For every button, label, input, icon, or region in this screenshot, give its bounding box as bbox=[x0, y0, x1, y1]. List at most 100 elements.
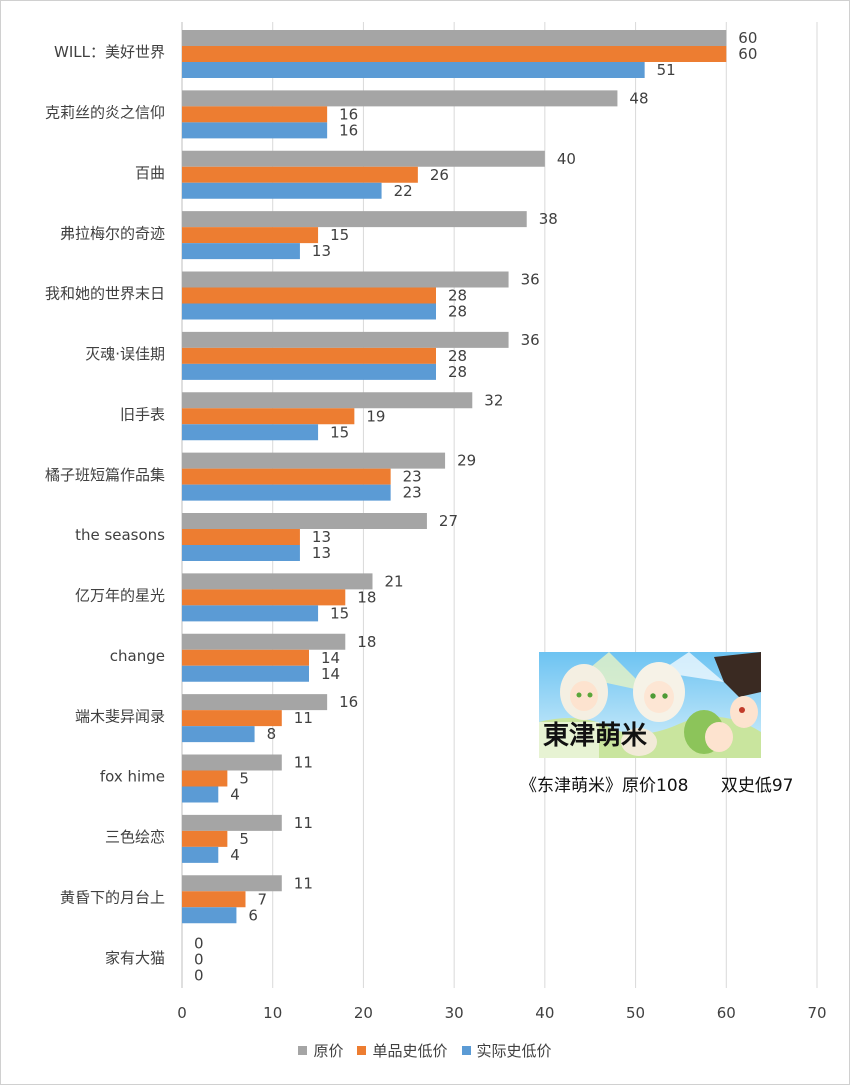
data-label: 8 bbox=[267, 725, 277, 743]
data-label: 4 bbox=[230, 786, 240, 804]
data-label: 15 bbox=[330, 226, 349, 244]
data-label: 21 bbox=[385, 572, 404, 590]
bar bbox=[182, 633, 346, 650]
data-label: 36 bbox=[521, 331, 540, 349]
bar bbox=[182, 392, 473, 409]
category-label: fox hime bbox=[100, 768, 165, 786]
bar bbox=[182, 227, 319, 244]
x-tick-label: 70 bbox=[807, 1004, 826, 1022]
bar bbox=[182, 589, 346, 606]
data-label: 26 bbox=[430, 166, 449, 184]
bar bbox=[182, 484, 391, 501]
x-tick-label: 10 bbox=[263, 1004, 282, 1022]
bar bbox=[182, 182, 382, 199]
category-label: 旧手表 bbox=[120, 405, 165, 423]
bar bbox=[182, 363, 436, 380]
category-label: 灭魂·误佳期 bbox=[85, 345, 165, 363]
bar bbox=[182, 62, 645, 78]
bar-chart: 0 10 20 30 40 50 60 70WILL：美好世界606051克莉丝的炎之信仰48… bbox=[45, 22, 827, 1022]
bar bbox=[182, 30, 727, 46]
category-label: 三色绘恋 bbox=[105, 828, 165, 846]
logo-text: 東津萌米 bbox=[543, 721, 647, 751]
category-label: WILL：美好世界 bbox=[54, 43, 165, 61]
legend-item: 原价 bbox=[298, 1040, 343, 1061]
data-label: 11 bbox=[294, 814, 313, 832]
data-label: 0 bbox=[194, 935, 204, 953]
category-label: 家有大猫 bbox=[105, 949, 165, 967]
bar bbox=[182, 665, 309, 682]
bar bbox=[182, 891, 246, 908]
data-label: 28 bbox=[448, 287, 467, 305]
data-label: 60 bbox=[738, 29, 757, 47]
category-label: the seasons bbox=[75, 526, 165, 544]
bar bbox=[182, 770, 228, 787]
category-label: 我和她的世界末日 bbox=[45, 285, 165, 303]
data-label: 16 bbox=[339, 105, 358, 123]
data-label: 6 bbox=[248, 906, 258, 924]
legend-swatch bbox=[298, 1046, 308, 1055]
bar bbox=[182, 846, 219, 863]
data-label: 28 bbox=[448, 363, 467, 381]
category-label: 克莉丝的炎之信仰 bbox=[45, 104, 165, 122]
data-label: 19 bbox=[366, 407, 385, 425]
category-label: 百曲 bbox=[135, 164, 165, 182]
bar bbox=[182, 875, 282, 892]
category-label: change bbox=[110, 647, 165, 665]
bar bbox=[182, 90, 618, 107]
data-label: 48 bbox=[629, 89, 648, 107]
bar bbox=[182, 150, 545, 167]
legend-swatch bbox=[357, 1046, 367, 1055]
category-label: 亿万年的星光 bbox=[75, 587, 165, 605]
data-label: 18 bbox=[357, 633, 376, 651]
data-label: 22 bbox=[394, 182, 413, 200]
data-label: 51 bbox=[657, 61, 676, 79]
x-tick-label: 60 bbox=[717, 1004, 736, 1022]
legend-label: 实际史低价 bbox=[476, 1042, 552, 1060]
bar bbox=[182, 287, 436, 304]
category-label: 黄昏下的月台上 bbox=[60, 888, 165, 906]
data-label: 11 bbox=[294, 874, 313, 892]
bar bbox=[182, 814, 282, 831]
bar bbox=[182, 46, 727, 62]
data-label: 38 bbox=[539, 210, 558, 228]
bar bbox=[182, 573, 373, 590]
bar bbox=[182, 754, 282, 771]
data-label: 32 bbox=[484, 391, 503, 409]
x-tick-label: 0 bbox=[177, 1004, 187, 1022]
bar bbox=[182, 106, 328, 123]
anime-illustration: 東津萌米 bbox=[539, 652, 761, 758]
category-label: 橘子班短篇作品集 bbox=[45, 466, 165, 484]
data-label: 13 bbox=[312, 544, 331, 562]
x-tick-label: 40 bbox=[535, 1004, 554, 1022]
data-label: 11 bbox=[294, 754, 313, 772]
bar bbox=[182, 408, 355, 425]
data-label: 15 bbox=[330, 604, 349, 622]
x-tick-label: 50 bbox=[626, 1004, 645, 1022]
category-label: 端木斐异闻录 bbox=[75, 707, 165, 725]
bar bbox=[182, 331, 509, 348]
bar bbox=[182, 907, 237, 924]
data-label: 4 bbox=[230, 846, 240, 864]
bar bbox=[182, 786, 219, 803]
data-label: 11 bbox=[294, 709, 313, 727]
bar bbox=[182, 243, 300, 260]
legend-label: 单品史低价 bbox=[372, 1042, 448, 1060]
data-label: 29 bbox=[457, 452, 476, 470]
data-label: 28 bbox=[448, 303, 467, 321]
data-label: 0 bbox=[194, 951, 204, 969]
legend-item: 实际史低价 bbox=[461, 1040, 552, 1061]
data-label: 60 bbox=[738, 45, 757, 63]
bar bbox=[182, 347, 436, 364]
bar bbox=[182, 830, 228, 847]
bar bbox=[182, 211, 527, 228]
data-label: 7 bbox=[258, 890, 268, 908]
data-label: 23 bbox=[403, 484, 422, 502]
bar bbox=[182, 122, 328, 139]
bar bbox=[182, 468, 391, 485]
x-tick-label: 20 bbox=[354, 1004, 373, 1022]
bar bbox=[182, 303, 436, 320]
bar bbox=[182, 649, 309, 666]
bar bbox=[182, 726, 255, 743]
data-label: 28 bbox=[448, 347, 467, 365]
data-label: 18 bbox=[357, 588, 376, 606]
